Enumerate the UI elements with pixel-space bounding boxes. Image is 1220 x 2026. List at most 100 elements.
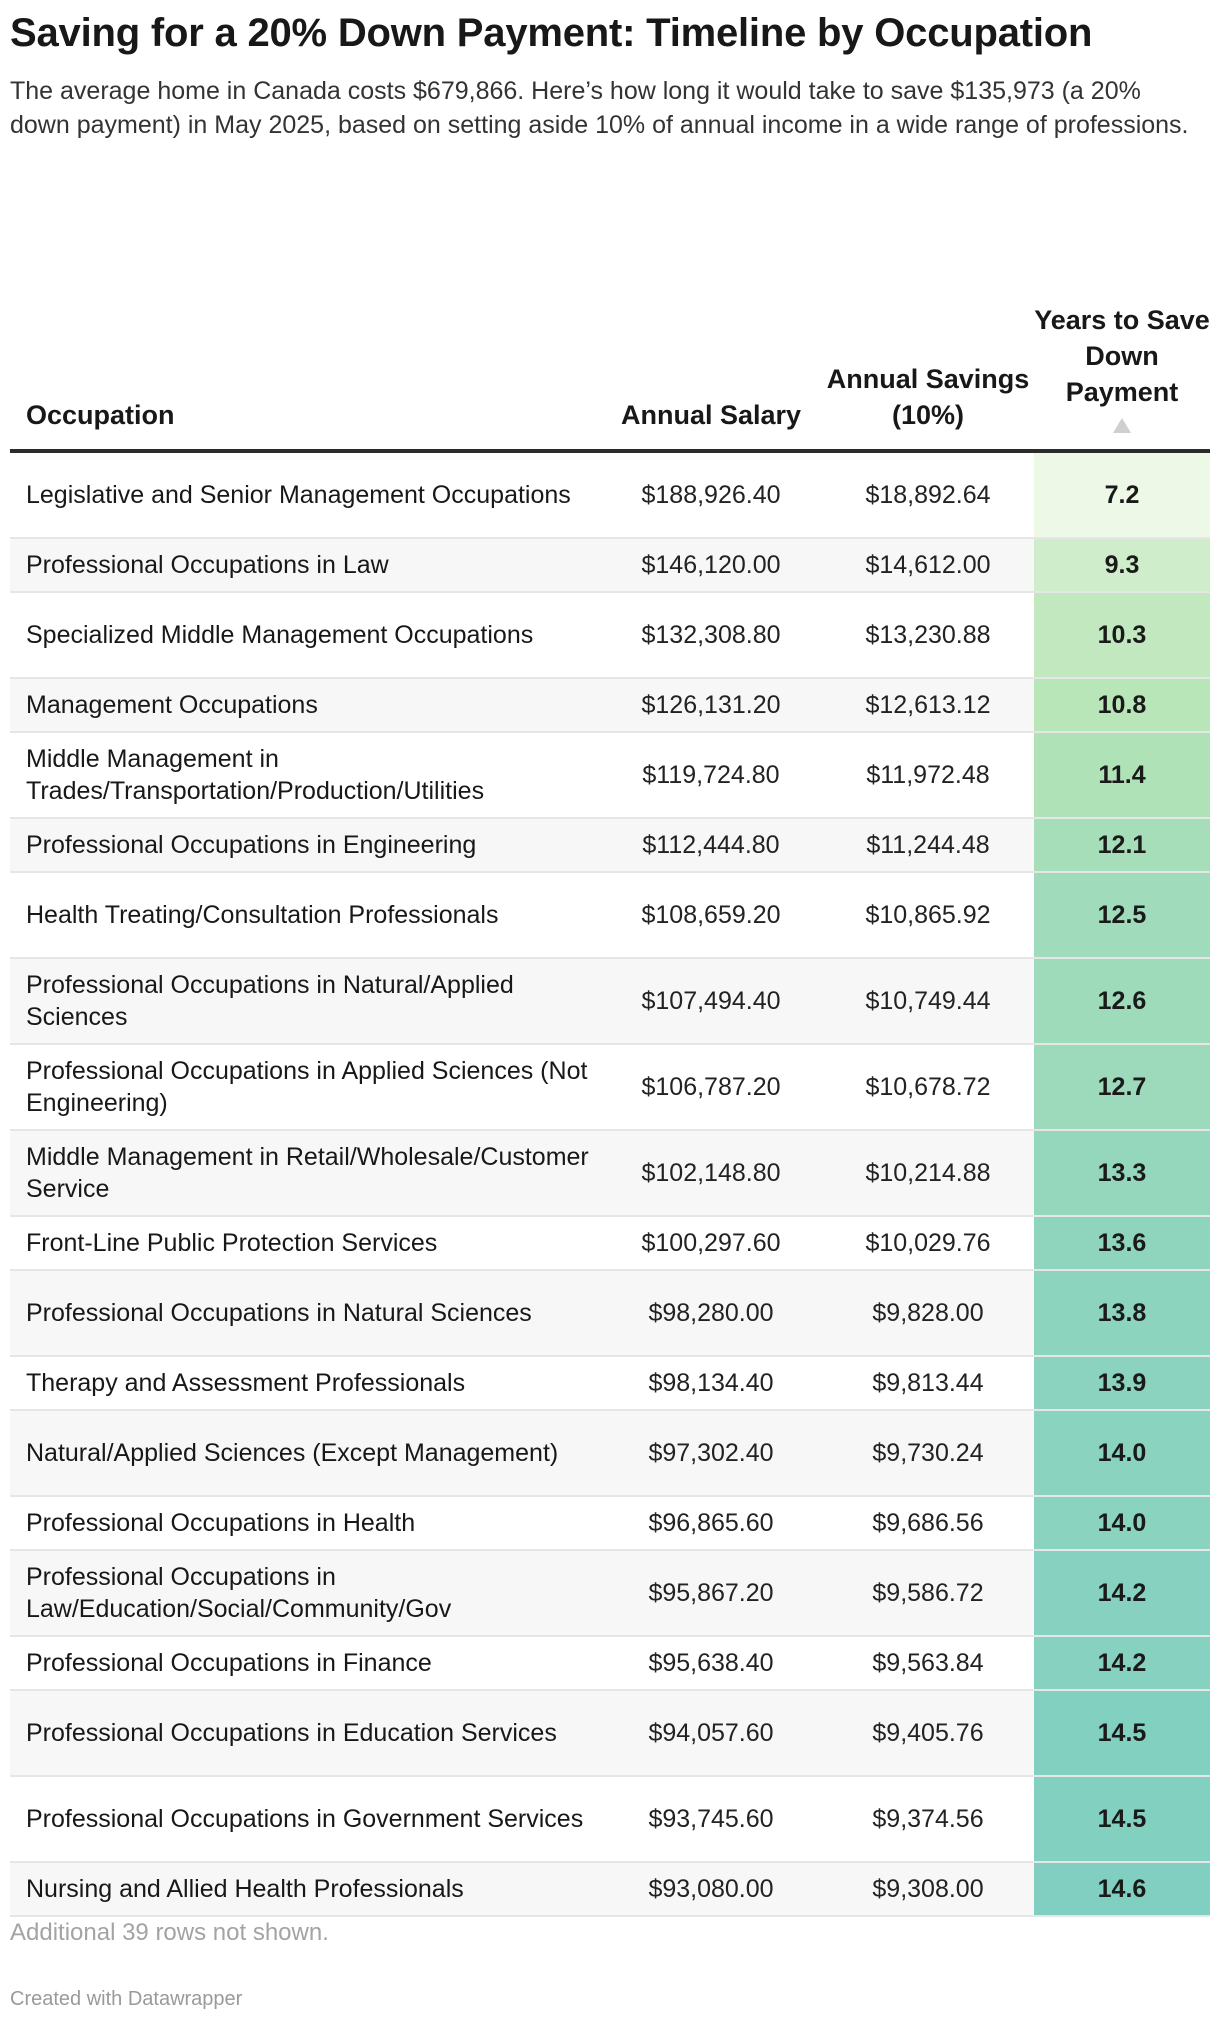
cell-salary: $108,659.20 [600, 872, 822, 959]
cell-years: 14.2 [1034, 1550, 1210, 1637]
cell-years: 13.9 [1034, 1356, 1210, 1411]
table-row: Natural/Applied Sciences (Except Managem… [10, 1410, 1210, 1497]
cell-savings: $10,749.44 [822, 958, 1034, 1045]
cell-salary: $102,148.80 [600, 1130, 822, 1217]
cell-years: 14.0 [1034, 1496, 1210, 1551]
table-row: Management Occupations $126,131.20 $12,613… [10, 678, 1210, 733]
table-row: Professional Occupations in Engineering $… [10, 818, 1210, 873]
cell-occupation: Management Occupations [10, 678, 600, 733]
cell-savings: $10,029.76 [822, 1216, 1034, 1271]
cell-salary: $96,865.60 [600, 1496, 822, 1551]
cell-years: 13.3 [1034, 1130, 1210, 1217]
cell-salary: $98,280.00 [600, 1270, 822, 1357]
cell-years: 11.4 [1034, 732, 1210, 819]
cell-occupation: Health Treating/Consultation Professiona… [10, 872, 600, 959]
cell-years: 14.5 [1034, 1690, 1210, 1777]
cell-occupation: Professional Occupations in Government S… [10, 1776, 600, 1863]
cell-occupation: Professional Occupations in Natural/Appl… [10, 958, 600, 1045]
table-row: Middle Management in Trades/Transportati… [10, 732, 1210, 819]
cell-occupation: Therapy and Assessment Professionals [10, 1356, 600, 1411]
cell-savings: $14,612.00 [822, 538, 1034, 593]
cell-savings: $9,563.84 [822, 1636, 1034, 1691]
table-row: Professional Occupations in Natural Scie… [10, 1270, 1210, 1357]
table-row: Professional Occupations in Law $146,120.… [10, 538, 1210, 593]
cell-years: 12.5 [1034, 872, 1210, 959]
cell-savings: $10,214.88 [822, 1130, 1034, 1217]
cell-savings: $10,865.92 [822, 872, 1034, 959]
cell-salary: $94,057.60 [600, 1690, 822, 1777]
cell-savings: $12,613.12 [822, 678, 1034, 733]
cell-years: 14.2 [1034, 1636, 1210, 1691]
cell-years: 12.6 [1034, 958, 1210, 1045]
cell-occupation: Specialized Middle Management Occupation… [10, 592, 600, 679]
table-row: Professional Occupations in Law/Educatio… [10, 1550, 1210, 1637]
cell-savings: $18,892.64 [822, 451, 1034, 539]
cell-occupation: Professional Occupations in Applied Scie… [10, 1044, 600, 1131]
column-header-occupation[interactable]: Occupation [10, 225, 600, 453]
credit-line: Created with Datawrapper [10, 1988, 243, 2010]
chart-title: Saving for a 20% Down Payment: Timeline … [10, 11, 1093, 55]
cell-occupation: Middle Management in Retail/Wholesale/Cu… [10, 1130, 600, 1217]
column-header-salary[interactable]: Annual Salary [600, 225, 822, 453]
table-row: Legislative and Senior Management Occupa… [10, 451, 1210, 539]
cell-savings: $9,813.44 [822, 1356, 1034, 1411]
cell-salary: $97,302.40 [600, 1410, 822, 1497]
cell-occupation: Professional Occupations in Engineering [10, 818, 600, 873]
cell-occupation: Front-Line Public Protection Services [10, 1216, 600, 1271]
table-row: Professional Occupations in Finance $95,6… [10, 1636, 1210, 1691]
cell-savings: $9,374.56 [822, 1776, 1034, 1863]
cell-salary: $146,120.00 [600, 538, 822, 593]
cell-salary: $119,724.80 [600, 732, 822, 819]
cell-savings: $9,686.56 [822, 1496, 1034, 1551]
cell-savings: $9,405.76 [822, 1690, 1034, 1777]
cell-years: 10.3 [1034, 592, 1210, 679]
table-body: Legislative and Senior Management Occupa… [10, 451, 1210, 1917]
cell-savings: $9,586.72 [822, 1550, 1034, 1637]
cell-years: 12.7 [1034, 1044, 1210, 1131]
cell-savings: $9,730.24 [822, 1410, 1034, 1497]
table-row: Specialized Middle Management Occupation… [10, 592, 1210, 679]
column-header-savings[interactable]: Annual Savings (10%) [822, 225, 1034, 453]
chart-subtitle: The average home in Canada costs $679,86… [10, 77, 1189, 139]
cell-salary: $95,638.40 [600, 1636, 822, 1691]
cell-salary: $106,787.20 [600, 1044, 822, 1131]
cell-salary: $132,308.80 [600, 592, 822, 679]
sort-ascending-icon[interactable] [1113, 418, 1131, 433]
table-row: Professional Occupations in Natural/Appl… [10, 958, 1210, 1045]
cell-occupation: Legislative and Senior Management Occupa… [10, 451, 600, 539]
cell-salary: $188,926.40 [600, 451, 822, 539]
cell-savings: $11,972.48 [822, 732, 1034, 819]
table-row: Therapy and Assessment Professionals $98,… [10, 1356, 1210, 1411]
cell-occupation: Nursing and Allied Health Professionals [10, 1862, 600, 1917]
cell-savings: $13,230.88 [822, 592, 1034, 679]
cell-years: 7.2 [1034, 451, 1210, 539]
cell-years: 13.8 [1034, 1270, 1210, 1357]
cell-years: 14.5 [1034, 1776, 1210, 1863]
table-row: Professional Occupations in Education Se… [10, 1690, 1210, 1777]
column-header-years-label: Years to Save Down Payment [1034, 305, 1210, 407]
cell-years: 9.3 [1034, 538, 1210, 593]
table-row: Nursing and Allied Health Professionals $… [10, 1862, 1210, 1917]
cell-salary: $93,080.00 [600, 1862, 822, 1917]
column-header-years[interactable]: Years to Save Down Payment [1034, 225, 1210, 453]
cell-occupation: Professional Occupations in Education Se… [10, 1690, 600, 1777]
cell-savings: $10,678.72 [822, 1044, 1034, 1131]
table-row: Professional Occupations in Government S… [10, 1776, 1210, 1863]
cell-occupation: Middle Management in Trades/Transportati… [10, 732, 600, 819]
cell-occupation: Professional Occupations in Law/Educatio… [10, 1550, 600, 1637]
cell-salary: $98,134.40 [600, 1356, 822, 1411]
cell-occupation: Professional Occupations in Law [10, 538, 600, 593]
table-row: Front-Line Public Protection Services $10… [10, 1216, 1210, 1271]
cell-occupation: Professional Occupations in Finance [10, 1636, 600, 1691]
cell-salary: $126,131.20 [600, 678, 822, 733]
cell-salary: $107,494.40 [600, 958, 822, 1045]
table-row: Professional Occupations in Health $96,86… [10, 1496, 1210, 1551]
cell-salary: $95,867.20 [600, 1550, 822, 1637]
cell-savings: $9,828.00 [822, 1270, 1034, 1357]
table-row: Health Treating/Consultation Professiona… [10, 872, 1210, 959]
cell-years: 14.0 [1034, 1410, 1210, 1497]
cell-years: 13.6 [1034, 1216, 1210, 1271]
cell-years: 14.6 [1034, 1862, 1210, 1917]
data-table: Occupation Annual Salary Annual Savings … [10, 225, 1210, 1917]
